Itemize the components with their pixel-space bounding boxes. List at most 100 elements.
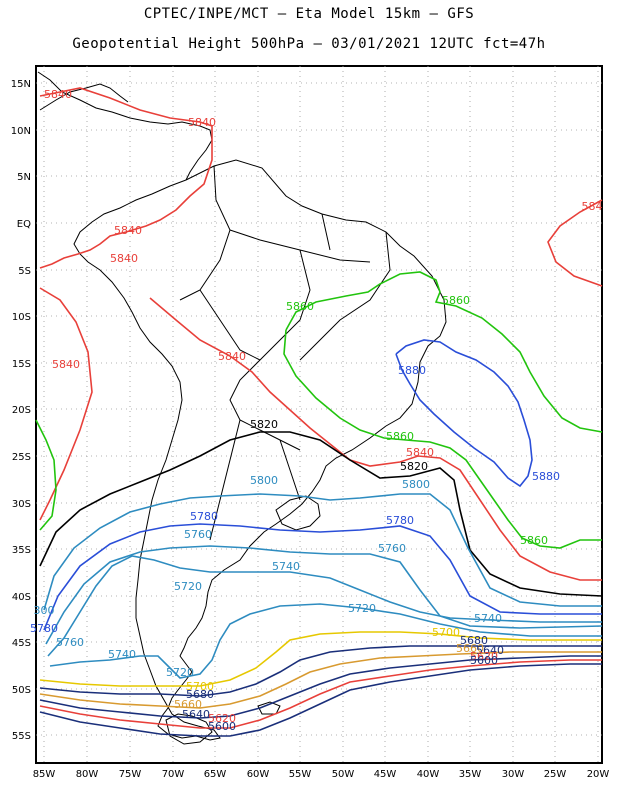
contour-label: 5620 [208,712,236,725]
contour-label: 584 [582,200,603,213]
contour-label: 5700 [186,680,214,693]
lon-tick-label: 65W [204,769,227,780]
lon-tick-label: 20W [587,769,610,780]
contour-5680 [39,645,602,697]
contour-5840-main [149,297,602,581]
contour-label: 5740 [108,648,136,661]
contour-label: 300 [34,604,55,617]
lat-tick-label: 5S [18,266,31,277]
lon-tick-label: 50W [332,769,355,780]
contour-5660 [39,651,602,709]
uruguay-outline [275,495,321,531]
gridlines [36,66,602,763]
lat-tick-label: 10S [12,312,31,323]
contour-label: 5760 [184,528,212,541]
contour-label: 5720 [166,666,194,679]
lat-tick-label: 15S [12,359,31,370]
contour-label: 5840 [114,224,142,237]
contour-label: 5660 [456,642,484,655]
south-america-outline [73,159,447,741]
lat-tick-label: 25S [12,452,31,463]
contour-label: 5860 [286,300,314,313]
contour-label: 5840 [110,252,138,265]
contour-label: 5620 [470,650,498,663]
contour-label: 5680 [186,688,214,701]
contour-5840-north [39,87,213,269]
contour-label: 5740 [474,612,502,625]
lat-tick-label: EQ [17,219,31,230]
lon-tick-label: 75W [119,769,142,780]
contour-label: 5860 [442,294,470,307]
contour-5860-south [283,329,602,549]
chart-subtitle: Geopotential Height 500hPa – 03/01/2021 … [72,36,546,52]
contour-label: 5760 [378,542,406,555]
contour-label: 5740 [272,560,300,573]
lon-tick-label: 60W [247,769,270,780]
contour-5740 [47,555,602,657]
contour-label: 5880 [398,364,426,377]
contour-5720 [49,603,602,679]
contour-5800 [43,493,602,611]
contour-label: 5720 [174,580,202,593]
contour-5700 [39,631,602,687]
contour-label: 5800 [250,474,278,487]
contour-label: 5660 [174,698,202,711]
contour-label: 5820 [250,418,278,431]
central-america-coast [37,71,213,181]
contour-label: 5840 [218,350,246,363]
lat-tick-label: 30S [12,499,31,510]
contour-label: 5760 [56,636,84,649]
contour-label: 5840 [44,88,72,101]
contour-5600 [39,663,602,737]
coastline [37,71,447,745]
lat-tick-label: 35S [12,545,31,556]
contour-label: 5780 [190,510,218,523]
contour-label: 5680 [460,634,488,647]
lon-tick-label: 40W [417,769,440,780]
contour-5640 [39,655,602,719]
lon-tick-label: 80W [76,769,99,780]
contour-label: 5800 [402,478,430,491]
contour-label: 5640 [476,644,504,657]
lat-tick-label: 55S [12,731,31,742]
contour-label: 5840 [188,116,216,129]
lon-tick-label: 35W [459,769,482,780]
contour-label: 5860 [386,430,414,443]
contour-5820 [39,431,603,597]
lon-tick-label: 25W [544,769,567,780]
contours [35,87,603,737]
lat-tick-label: 20S [12,405,31,416]
lon-tick-label: 45W [374,769,397,780]
contour-labels: 5840 5840 5840 5840 5840 5840 5840 584 5860 5860 5… [30,88,603,733]
malvinas-islands [257,701,281,715]
contour-5880 [395,339,533,488]
contour-label: 5840 [52,358,80,371]
contour-label: 5840 [406,446,434,459]
contour-label: 5720 [348,602,376,615]
axis-labels: 85W 80W 75W 70W 65W 60W 55W 50W 45W 40W 35W 30W 25W 2… [11,79,610,780]
chart-title: CPTEC/INPE/MCT – Eta Model 15km – GFS [143,6,475,22]
lon-tick-label: 30W [502,769,525,780]
contour-5860-main [285,271,603,433]
contour-5840-arc [39,287,93,521]
contour-5620 [39,659,602,729]
contour-5860-west [35,419,57,531]
contour-5760 [45,545,603,645]
lat-tick-label: 10N [11,126,31,137]
lat-tick-label: 40S [12,592,31,603]
contour-label: 5600 [208,720,236,733]
lat-tick-label: 15N [11,79,31,90]
lon-tick-label: 55W [289,769,312,780]
contour-label: 5600 [470,654,498,667]
contour-label: 5780 [386,514,414,527]
contour-label: 5860 [520,534,548,547]
lat-tick-label: 45S [12,638,31,649]
lat-tick-label: 50S [12,685,31,696]
contour-label: 5880 [532,470,560,483]
map-frame [35,65,603,764]
country-borders [179,165,391,541]
contour-label: 5640 [182,708,210,721]
lon-tick-label: 85W [33,769,56,780]
lon-tick-label: 70W [162,769,185,780]
